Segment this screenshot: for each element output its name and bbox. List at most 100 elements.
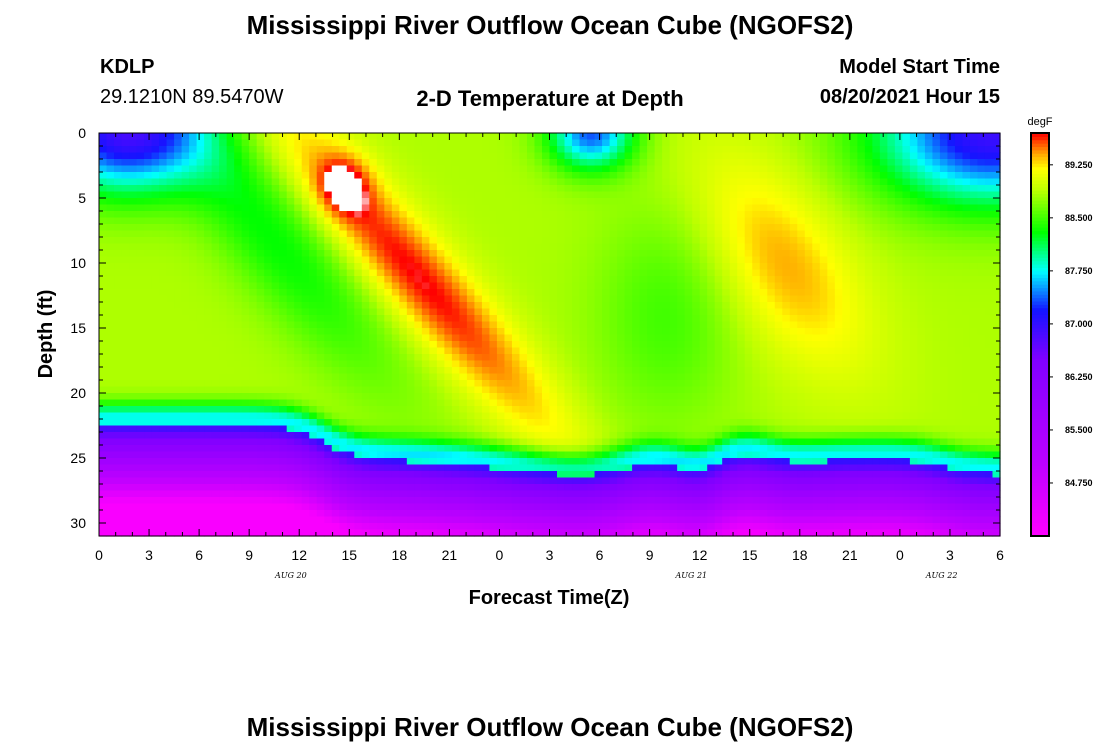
heatmap-cell	[812, 302, 821, 310]
heatmap-cell	[992, 328, 1001, 336]
heatmap-cell	[797, 139, 806, 147]
heatmap-cell	[759, 139, 768, 147]
heatmap-cell	[519, 321, 528, 329]
heatmap-cell	[429, 282, 438, 290]
heatmap-cell	[917, 250, 926, 258]
heatmap-cell	[917, 269, 926, 277]
heatmap-cell	[909, 276, 919, 284]
heatmap-cell	[879, 373, 888, 381]
heatmap-cell	[459, 276, 468, 284]
heatmap-cell	[864, 289, 873, 297]
heatmap-cell	[301, 185, 310, 193]
heatmap-cell	[196, 191, 205, 199]
heatmap-cell	[939, 308, 949, 316]
heatmap-cell	[722, 321, 731, 329]
heatmap-cell	[534, 191, 543, 199]
heatmap-cell	[421, 256, 430, 264]
heatmap-cell	[609, 198, 618, 206]
heatmap-cell	[722, 230, 731, 238]
heatmap-cell	[159, 243, 168, 251]
heatmap-cell	[196, 308, 205, 316]
heatmap-cell	[857, 315, 866, 323]
heatmap-cell	[647, 282, 656, 290]
heatmap-cell	[384, 250, 393, 258]
heatmap-cell	[774, 315, 783, 323]
heatmap-cell	[984, 217, 994, 225]
heatmap-cell	[346, 159, 355, 167]
heatmap-cell	[189, 243, 198, 251]
heatmap-cell	[744, 269, 753, 277]
heatmap-cell	[271, 146, 280, 154]
heatmap-cell	[219, 211, 228, 219]
heatmap-cell	[549, 399, 558, 407]
heatmap-cell	[481, 185, 491, 193]
heatmap-cell	[534, 185, 543, 193]
heatmap-cell	[857, 393, 866, 401]
heatmap-cell	[654, 328, 663, 336]
heatmap-cell	[534, 133, 543, 141]
heatmap-cell	[654, 250, 663, 258]
heatmap-cell	[707, 152, 716, 160]
heatmap-cell	[579, 334, 588, 342]
heatmap-cell	[429, 204, 438, 212]
heatmap-cell	[399, 393, 408, 401]
heatmap-cell	[106, 289, 115, 297]
heatmap-cell	[992, 133, 1001, 141]
heatmap-cell	[504, 133, 513, 141]
heatmap-cell	[249, 347, 258, 355]
heatmap-cell	[849, 263, 858, 271]
heatmap-cell	[136, 263, 145, 271]
heatmap-cell	[924, 133, 934, 141]
heatmap-cell	[969, 341, 979, 349]
heatmap-cell	[684, 386, 693, 394]
heatmap-cell	[587, 263, 596, 271]
heatmap-cell	[354, 159, 363, 167]
heatmap-cell	[519, 198, 528, 206]
heatmap-cell	[549, 211, 558, 219]
heatmap-cell	[609, 334, 618, 342]
heatmap-cell	[812, 334, 821, 342]
heatmap-cell	[459, 237, 468, 245]
heatmap-cell	[827, 315, 836, 323]
heatmap-cell	[444, 289, 453, 297]
heatmap-cell	[909, 172, 919, 180]
heatmap-cell	[481, 146, 491, 154]
heatmap-cell	[819, 347, 828, 355]
heatmap-cell	[399, 328, 408, 336]
heatmap-cell	[984, 165, 994, 173]
heatmap-cell	[894, 211, 903, 219]
heatmap-cell	[992, 139, 1001, 147]
heatmap-cell	[496, 211, 506, 219]
heatmap-cell	[339, 347, 348, 355]
heatmap-cell	[684, 256, 693, 264]
heatmap-cell	[174, 224, 183, 232]
heatmap-cell	[241, 386, 250, 394]
heatmap-cell	[346, 178, 355, 186]
heatmap-cell	[587, 321, 596, 329]
heatmap-cell	[324, 386, 333, 394]
heatmap-cell	[692, 172, 701, 180]
heatmap-cell	[429, 321, 438, 329]
heatmap-cell	[376, 276, 385, 284]
heatmap-cell	[534, 282, 543, 290]
heatmap-cell	[894, 243, 903, 251]
heatmap-cell	[211, 256, 220, 264]
heatmap-cell	[632, 347, 641, 355]
heatmap-cell	[804, 354, 813, 362]
heatmap-cell	[474, 165, 483, 173]
heatmap-cell	[722, 172, 731, 180]
heatmap-cell	[677, 308, 686, 316]
heatmap-cell	[849, 289, 858, 297]
heatmap-cell	[572, 146, 581, 154]
heatmap-cell	[219, 172, 228, 180]
heatmap-cell	[812, 263, 821, 271]
heatmap-cell	[429, 230, 438, 238]
heatmap-cell	[481, 341, 491, 349]
heatmap-cell	[947, 347, 956, 355]
heatmap-cell	[121, 367, 130, 375]
heatmap-cell	[234, 341, 243, 349]
heatmap-cell	[204, 334, 213, 342]
heatmap-cell	[782, 217, 791, 225]
heatmap-cell	[144, 308, 153, 316]
heatmap-cell	[639, 321, 648, 329]
